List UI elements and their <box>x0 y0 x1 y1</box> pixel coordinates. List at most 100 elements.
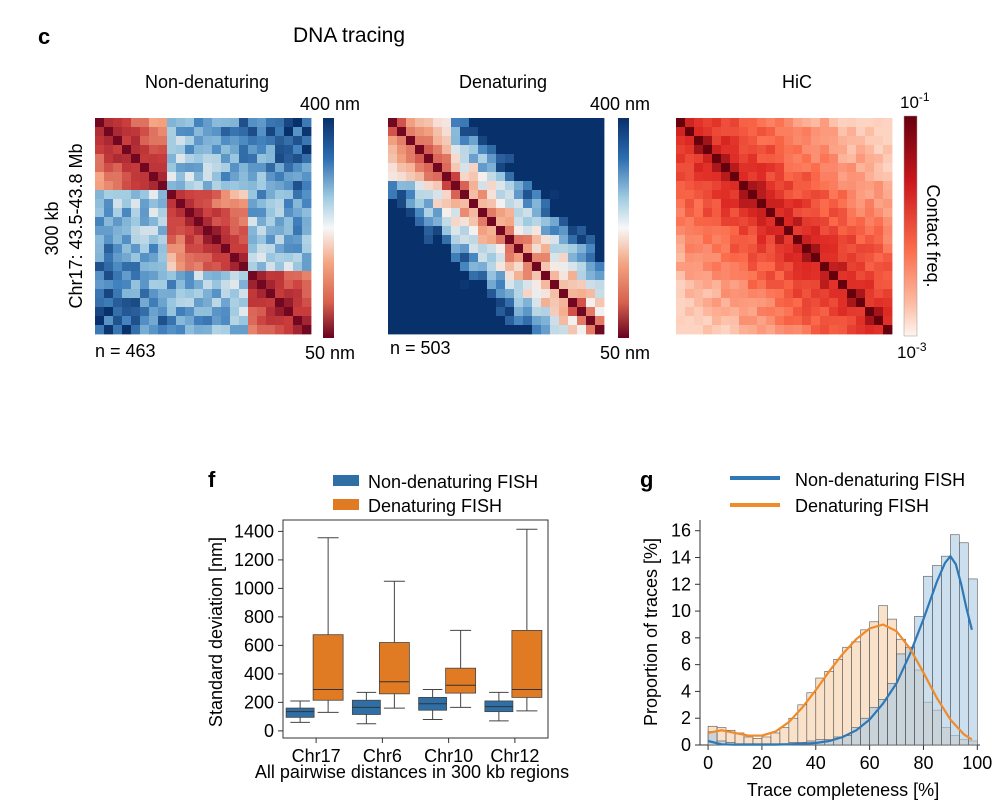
heatmap-cell <box>185 253 195 263</box>
heatmap-cell <box>586 226 596 236</box>
heatmap-cell <box>140 235 150 245</box>
heatmap-cell <box>221 217 231 227</box>
heatmap-cell <box>685 271 695 281</box>
heatmap-cell <box>266 271 276 281</box>
heatmap-cell <box>442 253 452 263</box>
heatmap-cell <box>239 325 249 335</box>
heatmap-cell <box>676 154 686 164</box>
heatmap-cell <box>514 235 524 245</box>
heatmap-cell <box>424 253 434 263</box>
heatmap-cell <box>838 244 848 254</box>
heatmap-cell <box>478 235 488 245</box>
heatmap-cell <box>487 145 497 155</box>
heatmap-cell <box>257 208 267 218</box>
cbar-bottom-hic-exp: -3 <box>916 340 927 354</box>
heatmap-cell <box>248 172 258 182</box>
heatmap-cell <box>550 244 560 254</box>
legend-label-denat-f: Denaturing FISH <box>368 496 502 516</box>
heatmap-cell <box>532 253 542 263</box>
heatmap-cell <box>559 280 569 290</box>
heatmap-cell <box>248 325 258 335</box>
heatmap-cell <box>730 181 740 191</box>
heatmap-cell <box>140 136 150 146</box>
heatmap-cell <box>811 280 821 290</box>
heatmap-cell <box>424 244 434 254</box>
heatmap-cell <box>847 190 857 200</box>
heatmap-cell <box>685 316 695 326</box>
heatmap-cell <box>212 271 222 281</box>
heatmap-cell <box>478 136 488 146</box>
heatmap-cell <box>203 145 213 155</box>
heatmap-cell <box>433 145 443 155</box>
heatmap-cell <box>176 163 186 173</box>
heatmap-cell <box>532 217 542 227</box>
heatmap-cell <box>104 181 114 191</box>
heatmap-cell <box>883 235 893 245</box>
heatmap-cell <box>577 325 587 335</box>
heatmap-cell <box>757 325 767 335</box>
heatmap-cell <box>248 244 258 254</box>
xtick-label-f: Chr6 <box>363 746 402 766</box>
heatmap-cell <box>865 325 875 335</box>
heatmap-cell <box>676 118 686 128</box>
heatmap-cell <box>676 325 686 335</box>
heatmap-cell <box>104 235 114 245</box>
heatmap-cell <box>730 325 740 335</box>
heatmap-cell <box>874 289 884 299</box>
heatmap-cell <box>230 235 240 245</box>
heatmap-cell <box>460 289 470 299</box>
heatmap-cell <box>793 325 803 335</box>
heatmap-cell <box>775 208 785 218</box>
heatmap-cell <box>185 325 195 335</box>
heatmap-cell <box>122 289 132 299</box>
heatmap-cell <box>721 226 731 236</box>
heatmap-cell <box>167 244 177 254</box>
heatmap-cell <box>460 199 470 209</box>
heatmap-cell <box>415 325 425 335</box>
heatmap-cell <box>442 325 452 335</box>
heatmap-cell <box>694 163 704 173</box>
heatmap-cell <box>541 190 551 200</box>
heatmap-cell <box>158 145 168 155</box>
heatmap-cell <box>388 136 398 146</box>
heatmap-cell <box>388 145 398 155</box>
heatmap-cell <box>586 199 596 209</box>
heatmap-cell <box>433 298 443 308</box>
heatmap-cell <box>140 163 150 173</box>
heatmap-cell <box>451 226 461 236</box>
heatmap-cell <box>865 154 875 164</box>
heatmap-cell <box>577 271 587 281</box>
heatmap-cell <box>595 307 605 317</box>
heatmap-cell <box>406 280 416 290</box>
heatmap-cell <box>257 325 267 335</box>
heatmap-cell <box>266 199 276 209</box>
heatmap-cell <box>496 307 506 317</box>
heatmap-cell <box>721 217 731 227</box>
heatmap-cell <box>739 172 749 182</box>
heatmap-cell <box>883 316 893 326</box>
heatmap-cell <box>505 217 515 227</box>
heatmap-cell <box>550 262 560 272</box>
heatmap-cell <box>577 172 587 182</box>
heatmap-cell <box>397 235 407 245</box>
heatmap-cell <box>397 289 407 299</box>
heatmap-cell <box>685 199 695 209</box>
heatmap-cell <box>122 244 132 254</box>
heatmap-cell <box>167 280 177 290</box>
heatmap-cell <box>586 127 596 137</box>
heatmap-cell <box>496 280 506 290</box>
heatmap-cell <box>595 253 605 263</box>
ytick-label-f: 0 <box>264 721 274 741</box>
heatmap-cell <box>748 316 758 326</box>
heatmap-cell <box>406 316 416 326</box>
heatmap-cell <box>550 118 560 128</box>
heatmap-cell <box>847 289 857 299</box>
heatmap-cell <box>460 208 470 218</box>
heatmap-cell <box>784 145 794 155</box>
heatmap-cell <box>293 136 303 146</box>
heatmap-cell <box>221 307 231 317</box>
heatmap-cell <box>856 325 866 335</box>
heatmap-cell <box>275 118 285 128</box>
heatmap-cell <box>122 127 132 137</box>
heatmap-cell <box>140 262 150 272</box>
